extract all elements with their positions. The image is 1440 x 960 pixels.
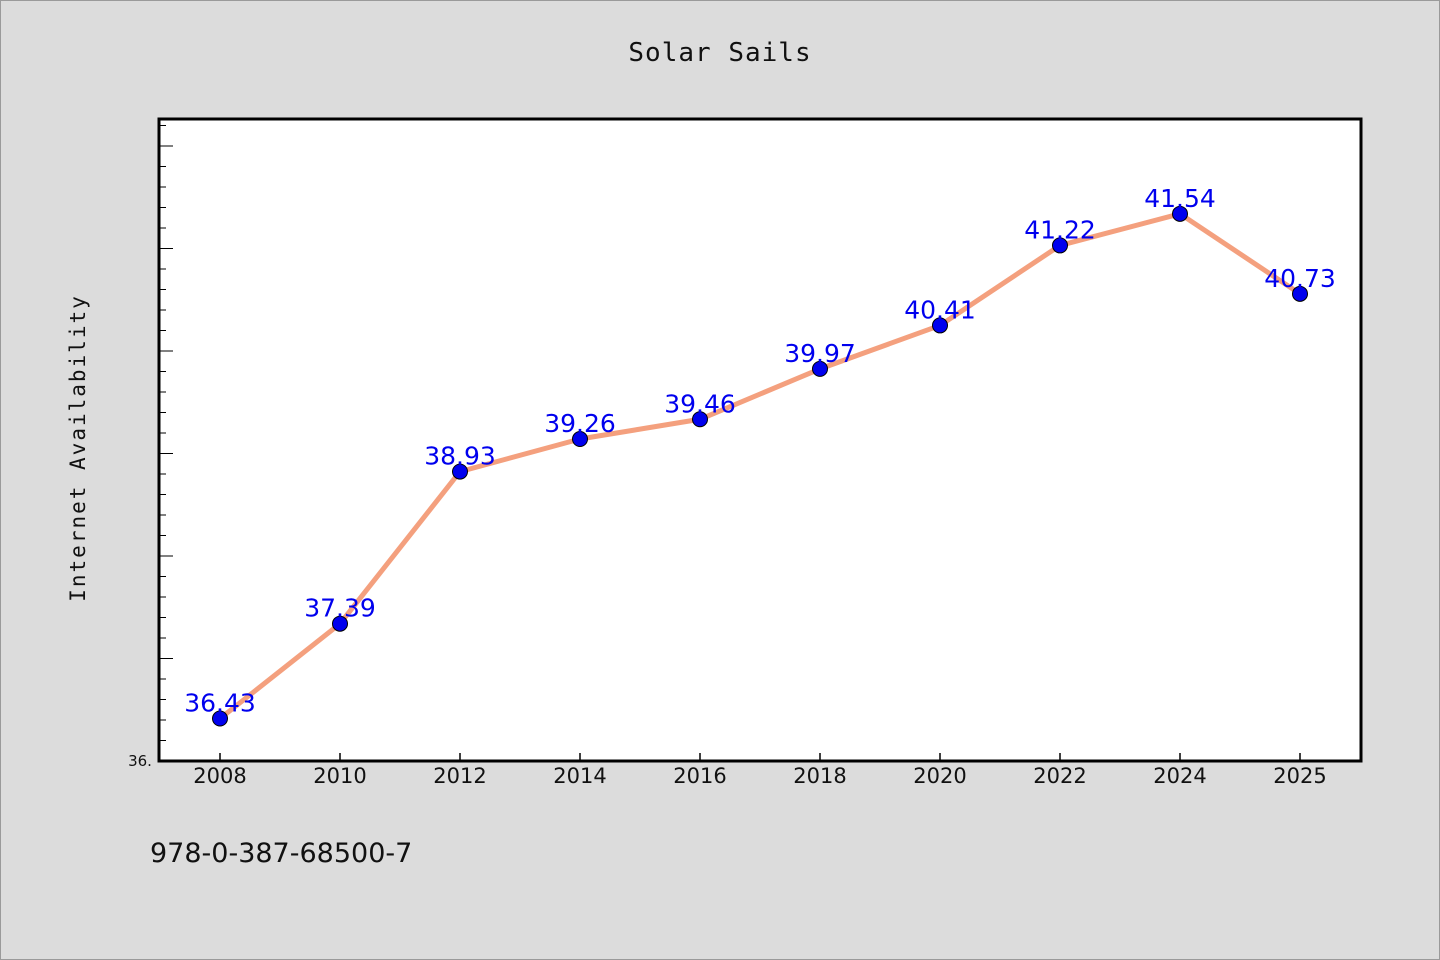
x-tick-label: 2025 (1273, 764, 1326, 788)
data-label: 39.46 (664, 389, 736, 418)
data-point (452, 463, 468, 480)
data-point (1172, 205, 1188, 222)
x-tick-label: 2014 (553, 764, 606, 788)
footer-code: 978-0-387-68500-7 (150, 838, 412, 869)
data-label: 41.54 (1144, 184, 1216, 213)
data-label: 39.26 (544, 409, 616, 438)
data-label: 37.39 (304, 594, 376, 623)
data-label: 40.41 (904, 295, 976, 324)
data-label: 39.97 (784, 339, 856, 368)
x-tick-label: 2022 (1033, 764, 1086, 788)
data-label: 41.22 (1024, 215, 1096, 244)
series-line (218, 211, 1302, 721)
data-point (1292, 285, 1308, 302)
x-tick-label: 2008 (193, 764, 246, 788)
x-axis-tick-labels: 2008 2010 2012 2014 2016 2018 2020 2022 2024 2025 (193, 764, 1326, 788)
data-label: 40.73 (1264, 264, 1336, 293)
plot-border (157, 117, 1363, 763)
data-point (1052, 237, 1068, 254)
plot-area (159, 119, 1361, 761)
x-tick-label: 2024 (1153, 764, 1206, 788)
data-label: 36.43 (184, 689, 256, 718)
chart-title: Solar Sails (628, 38, 811, 68)
x-tick-label: 2016 (673, 764, 726, 788)
y-axis-label: Internet Availability (66, 294, 90, 602)
x-tick-label: 2018 (793, 764, 846, 788)
data-point (332, 615, 348, 632)
data-label: 38.93 (424, 442, 496, 471)
data-point (212, 710, 228, 727)
data-point (692, 411, 708, 428)
y-tick-label: 36. (128, 752, 152, 770)
x-tick-label: 2012 (433, 764, 486, 788)
data-labels: 36.43 37.39 38.93 39.26 39.46 39.97 40.41 41.22… (184, 184, 1336, 718)
x-tick-label: 2020 (913, 764, 966, 788)
x-tick-label: 2010 (313, 764, 366, 788)
series-markers (212, 205, 1308, 727)
data-point (932, 317, 948, 334)
data-point (572, 431, 588, 448)
data-point (812, 360, 828, 377)
